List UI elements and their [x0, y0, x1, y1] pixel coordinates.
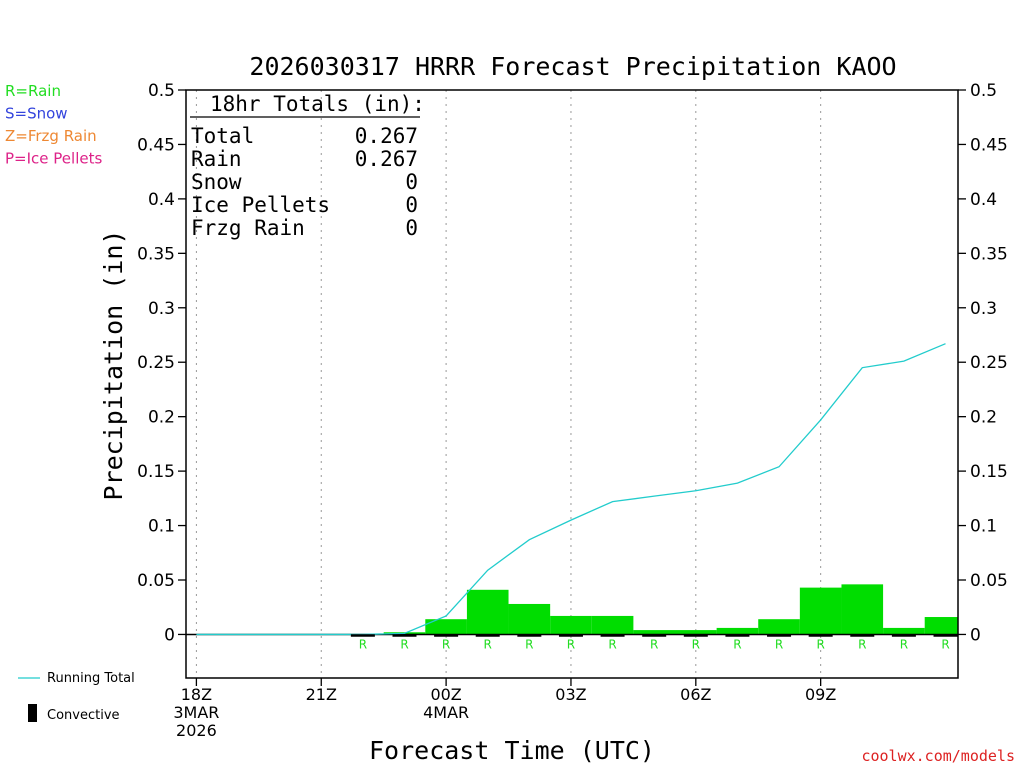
- precip-type-mark: R: [400, 637, 408, 651]
- precip-bar: [924, 617, 958, 635]
- y-tick-label: 0.45: [970, 135, 1008, 155]
- y-tick-label: 0.2: [970, 408, 997, 428]
- x-axis-label: Forecast Time (UTC): [369, 736, 655, 765]
- hourly-precip-bars: [383, 584, 958, 635]
- totals-row-value: 0: [405, 193, 418, 217]
- precip-type-mark: R: [608, 637, 616, 651]
- y-tick-label: 0.25: [970, 353, 1008, 373]
- site-credit: coolwx.com/models: [861, 747, 1015, 765]
- y-tick-label: 0.4: [970, 190, 997, 210]
- precip-type-mark: R: [816, 637, 824, 651]
- precip-type-mark: R: [692, 637, 700, 651]
- totals-row-value: 0.267: [355, 124, 418, 148]
- y-tick-label: 0.5: [148, 81, 175, 101]
- precip-type-mark: R: [359, 637, 367, 651]
- y-tick-label: 0.35: [970, 244, 1008, 264]
- y-tick-label: 0.1: [970, 517, 997, 537]
- y-tick-label: 0.05: [137, 571, 175, 591]
- y-axis-left: 0 0.05 0.1 0.15 0.2 0.25 0.3 0.35 0.4 0.45 0.5: [137, 81, 186, 645]
- precip-type-mark: R: [941, 637, 949, 651]
- running-total-legend-label: Running Total: [47, 671, 135, 686]
- type-legend-item: P=Ice Pellets: [5, 150, 102, 168]
- totals-row-label: Total: [191, 124, 254, 148]
- y-tick-label: 0.4: [148, 190, 175, 210]
- precip-bar: [758, 619, 800, 635]
- plot-frame: [185, 89, 959, 679]
- totals-row-label: Snow: [191, 170, 242, 194]
- y-tick-label: 0.1: [148, 517, 175, 537]
- type-legend-item: S=Snow: [5, 105, 68, 123]
- y-tick-label: 0.3: [970, 299, 997, 319]
- running-total-line: [196, 343, 946, 636]
- x-tick-label: 2026: [176, 721, 217, 740]
- type-legend-item: R=Rain: [5, 82, 61, 100]
- totals-box: 18hr Totals (in): Total 0.267 Rain 0.267 Sno…: [190, 92, 425, 240]
- precip-bar: [883, 627, 925, 635]
- y-tick-label: 0: [164, 625, 175, 645]
- x-tick-label: 00Z: [430, 685, 461, 704]
- y-tick-label: 0.35: [137, 244, 175, 264]
- vertical-gridlines: [195, 90, 822, 678]
- precip-type-mark: R: [775, 637, 783, 651]
- x-tick-label: 21Z: [306, 685, 337, 704]
- totals-row-value: 0.267: [355, 147, 418, 171]
- precip-type-mark: R: [484, 637, 492, 651]
- totals-heading: 18hr Totals (in):: [210, 92, 425, 116]
- precip-bar: [841, 584, 884, 635]
- precip-bar: [591, 615, 634, 635]
- precip-type-mark: R: [650, 637, 658, 651]
- precip-bar: [466, 589, 509, 635]
- precip-bar: [633, 630, 676, 635]
- totals-row-value: 0: [405, 216, 418, 240]
- precip-bar: [716, 627, 759, 635]
- chart-title: 2026030317 HRRR Forecast Precipitation K…: [249, 52, 896, 81]
- y-tick-label: 0.2: [148, 408, 175, 428]
- precip-type-mark: R: [442, 637, 450, 651]
- y-tick-label: 0: [970, 625, 981, 645]
- precip-bar: [425, 619, 467, 635]
- y-tick-label: 0.05: [970, 571, 1008, 591]
- x-tick-label: 06Z: [680, 685, 711, 704]
- precip-bar: [799, 587, 842, 635]
- y-tick-label: 0.15: [970, 462, 1008, 482]
- precip-bar: [675, 630, 717, 635]
- y-axis-label: Precipitation (in): [99, 230, 128, 501]
- y-tick-label: 0.15: [137, 462, 175, 482]
- x-tick-label: 18Z: [181, 685, 212, 704]
- x-tick-label: 4MAR: [423, 703, 469, 722]
- precip-type-mark: R: [900, 637, 908, 651]
- precip-type-mark: R: [858, 637, 866, 651]
- series-legend: Running Total Convective: [18, 671, 135, 723]
- x-tick-label: 09Z: [805, 685, 836, 704]
- y-tick-label: 0.25: [137, 353, 175, 373]
- precip-type-mark: R: [525, 637, 533, 651]
- precip-bar: [508, 603, 551, 635]
- x-tick-label: 3MAR: [173, 703, 219, 722]
- y-tick-label: 0.3: [148, 299, 175, 319]
- precip-type-mark: R: [567, 637, 575, 651]
- type-legend-item: Z=Frzg Rain: [5, 127, 97, 145]
- convective-legend-swatch: [28, 704, 37, 722]
- totals-row-label: Frzg Rain: [191, 216, 305, 240]
- precip-type-legend: R=Rain S=Snow Z=Frzg Rain P=Ice Pellets: [5, 82, 102, 168]
- precip-bar: [550, 615, 592, 635]
- totals-row-label: Rain: [191, 147, 242, 171]
- convective-legend-label: Convective: [47, 708, 120, 723]
- y-tick-label: 0.45: [137, 135, 175, 155]
- y-axis-right: 0 0.05 0.1 0.15 0.2 0.25 0.3 0.35 0.4 0.45 0.5: [958, 81, 1008, 645]
- y-tick-label: 0.5: [970, 81, 997, 101]
- totals-row-label: Ice Pellets: [191, 193, 330, 217]
- x-tick-label: 03Z: [555, 685, 586, 704]
- precip-type-mark: R: [733, 637, 741, 651]
- totals-row-value: 0: [405, 170, 418, 194]
